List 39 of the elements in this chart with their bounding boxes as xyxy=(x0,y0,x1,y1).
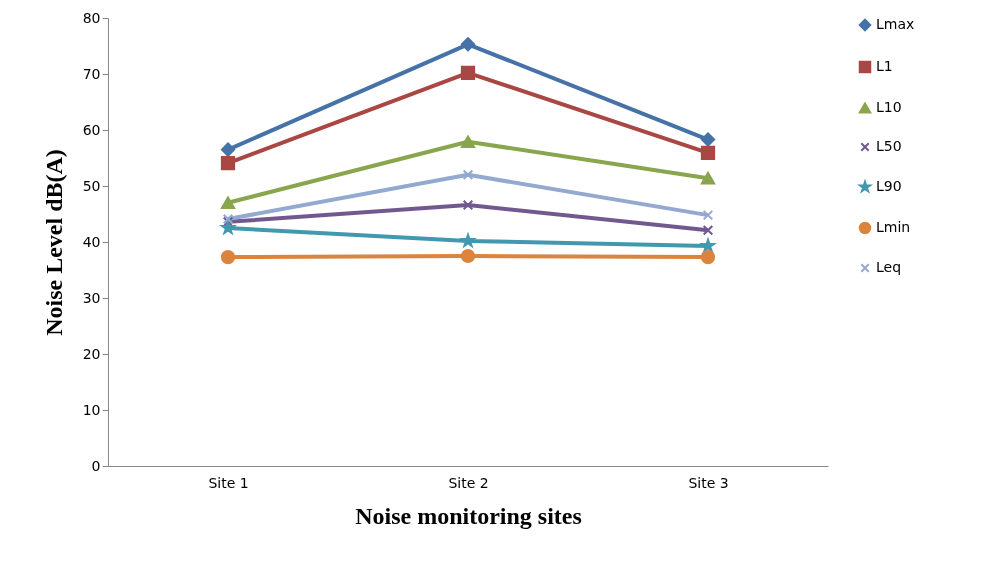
x-axis-title: Noise monitoring sites xyxy=(355,502,582,529)
point xyxy=(220,155,236,171)
legend-label: Lmin xyxy=(876,219,911,235)
y-tick-label: 0 xyxy=(91,457,101,474)
legend-label: Lmax xyxy=(876,16,915,32)
legend-label: L10 xyxy=(876,99,902,115)
point xyxy=(220,142,236,157)
y-tick-label: 20 xyxy=(82,345,101,362)
point xyxy=(699,236,717,253)
legend-label: L50 xyxy=(876,138,902,154)
point xyxy=(702,209,714,221)
point xyxy=(702,224,714,236)
point xyxy=(700,132,716,147)
point xyxy=(459,231,477,249)
point xyxy=(220,250,236,265)
y-tick-label: 80 xyxy=(82,9,101,26)
legend-label: Leq xyxy=(876,259,902,275)
point xyxy=(462,169,474,181)
y-tick-label: 10 xyxy=(82,401,101,418)
point xyxy=(460,65,476,80)
y-axis-title: Noise Level dB(A) xyxy=(40,149,67,336)
legend-label: L1 xyxy=(876,58,893,74)
point xyxy=(700,145,716,161)
y-tick-label: 30 xyxy=(82,289,101,306)
x-tick-label: Site 3 xyxy=(688,474,729,491)
y-tick-label: 40 xyxy=(82,233,101,250)
point xyxy=(460,37,476,52)
y-tick-label: 70 xyxy=(82,65,101,82)
legend-label: L90 xyxy=(876,178,902,194)
y-tick-label: 50 xyxy=(82,177,101,194)
x-tick-label: Site 1 xyxy=(208,474,249,491)
x-tick-label: Site 2 xyxy=(448,474,489,491)
point xyxy=(700,171,716,185)
point xyxy=(700,250,716,265)
point xyxy=(460,248,476,264)
y-tick-label: 60 xyxy=(82,121,101,138)
point xyxy=(462,199,474,211)
point xyxy=(460,135,476,149)
point xyxy=(220,196,236,210)
